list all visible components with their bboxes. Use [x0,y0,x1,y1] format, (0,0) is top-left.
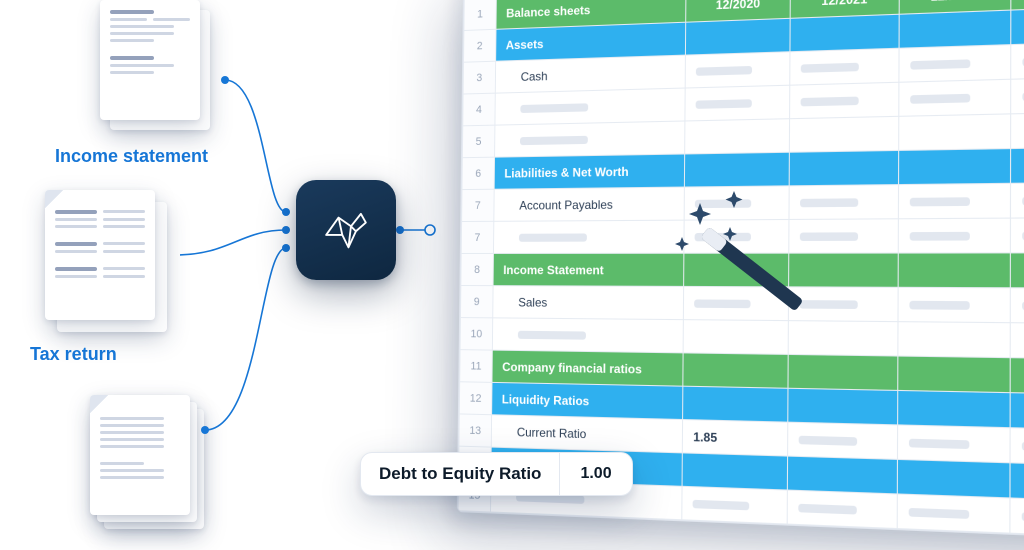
data-cell [1010,288,1024,324]
data-cell [790,116,899,152]
data-cell [683,320,788,355]
document-stack-bottom [90,395,200,525]
tax-return-label: Tax return [30,344,117,365]
data-cell [898,183,1010,218]
row-label-cell: Sales [493,286,684,320]
row-label-cell: Company financial ratios [492,350,683,386]
row-label-cell: Liabilities & Net Worth [494,154,685,189]
ratio-callout: Debt to Equity Ratio 1.00 [360,452,633,496]
data-cell [684,219,789,253]
data-cell [897,322,1010,358]
data-cell [1010,182,1024,218]
data-cell [790,82,899,118]
data-cell [898,79,1010,116]
data-cell [684,186,789,220]
row-label-cell: Account Payables [494,187,685,221]
data-cell [682,486,788,524]
data-cell [1010,76,1024,114]
data-cell [1010,323,1024,360]
row-label-cell [492,318,683,353]
sheet-row: 7Account Payables [462,182,1024,222]
data-cell [1010,41,1024,79]
row-label-cell: Income Statement [493,253,684,286]
input-documents-panel: Income statement Tax return [0,0,300,512]
income-statement-label: Income statement [55,146,208,167]
date-header-cell: 12/2023 [1011,0,1024,10]
data-cell [1010,498,1024,538]
data-cell [1010,217,1024,253]
sheet-row: 8Income Statement [461,253,1024,288]
data-cell: 1.85 [682,420,788,457]
callout-label: Debt to Equity Ratio [361,464,559,484]
data-cell [685,52,790,88]
data-cell [788,490,897,528]
row-label-cell: Liquidity Ratios [492,382,683,419]
row-label-cell [493,220,684,253]
data-cell [897,425,1010,463]
row-label-cell [495,88,685,125]
app-logo-tile [296,180,396,280]
data-cell [898,218,1010,253]
data-cell [789,185,898,220]
origami-bird-icon [315,199,377,261]
data-cell [897,494,1010,533]
sheet-row: 7 [461,217,1024,253]
data-cell [1010,428,1024,467]
data-cell [789,287,898,322]
data-cell [685,119,790,154]
data-cell [788,422,897,459]
data-cell [898,114,1010,151]
row-label-cell: Cash [495,55,685,93]
data-cell [685,85,790,121]
row-label-cell [495,121,686,157]
data-cell [898,45,1010,83]
data-cell [789,219,898,253]
data-cell [684,286,789,320]
data-cell [1010,111,1024,148]
document-stack-top [100,0,210,130]
callout-value: 1.00 [560,465,631,483]
data-cell [898,287,1011,322]
document-stack-middle [45,190,155,320]
data-cell [790,48,898,85]
data-cell [789,321,898,356]
